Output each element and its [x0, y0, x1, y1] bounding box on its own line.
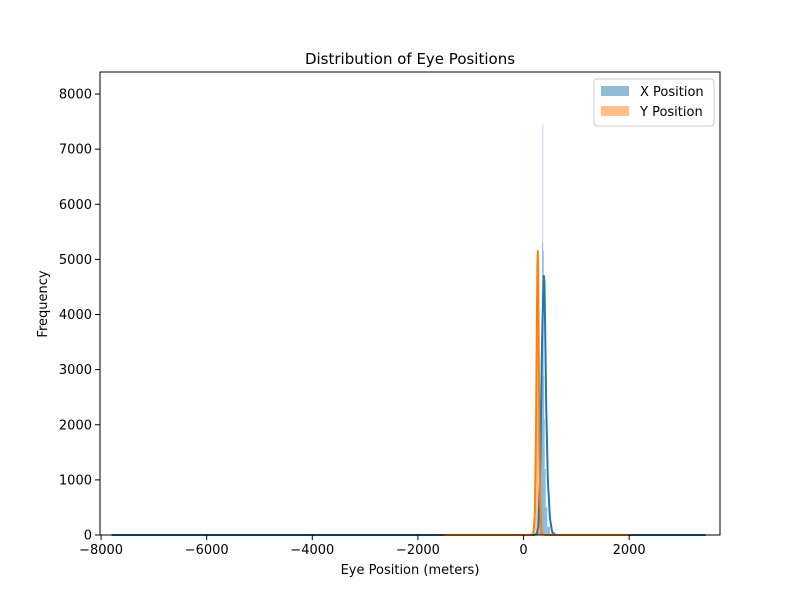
bar-x-position-9 [543, 251, 544, 535]
y-tick-label: 2000 [59, 418, 92, 433]
bar-y-position-1 [535, 518, 537, 535]
y-tick-label: 8000 [59, 88, 92, 103]
bar-x-position-6 [541, 331, 543, 535]
plot-area [111, 124, 706, 536]
bar-x-position-11 [544, 419, 545, 535]
x-tick-label: 2000 [613, 543, 646, 558]
bar-x-position-13 [545, 507, 548, 535]
y-tick-label: 4000 [59, 308, 92, 323]
bar-y-position-2 [536, 457, 537, 535]
axes-frame [99, 71, 721, 536]
y-tick-label: 6000 [59, 198, 92, 213]
x-tick-label: −4000 [290, 543, 334, 558]
bar-y-position-8 [539, 532, 542, 535]
y-tick-label: 1000 [59, 473, 92, 488]
y-tick-label: 3000 [59, 363, 92, 378]
legend-label-x-position: X Position [640, 85, 704, 100]
y-tick-label: 0 [84, 529, 92, 544]
legend: X Position Y Position [593, 78, 715, 127]
bar-y-position-4 [537, 297, 538, 535]
bar-x-position-12 [544, 468, 546, 535]
legend-label-y-position: Y Position [639, 105, 703, 120]
legend-swatch-y-position [601, 106, 629, 116]
bar-x-position-14 [547, 526, 550, 535]
y-axis-label: Frequency [36, 270, 51, 337]
bar-x-position-10 [543, 375, 545, 535]
kde-line-x-position [111, 274, 706, 536]
x-axis: −8000 −6000 −4000 −2000 0 2000 [79, 535, 646, 558]
x-axis-label: Eye Position (meters) [341, 563, 480, 578]
x-tick-label: −6000 [185, 543, 229, 558]
x-tick-label: −8000 [79, 543, 123, 558]
bar-y-position-5 [537, 402, 539, 535]
bar-y-position-7 [538, 521, 540, 535]
y-axis: 0 1000 2000 3000 4000 5000 6000 7000 8000 [59, 88, 100, 544]
y-tick-label: 7000 [59, 143, 92, 158]
x-tick-label: −2000 [396, 543, 440, 558]
kde-line-y-position [444, 250, 630, 536]
bar-y-position-3 [536, 369, 538, 535]
chart-title: Distribution of Eye Positions [305, 50, 515, 68]
y-tick-label: 5000 [59, 253, 92, 268]
x-tick-label: 0 [519, 543, 527, 558]
legend-swatch-x-position [601, 86, 629, 96]
